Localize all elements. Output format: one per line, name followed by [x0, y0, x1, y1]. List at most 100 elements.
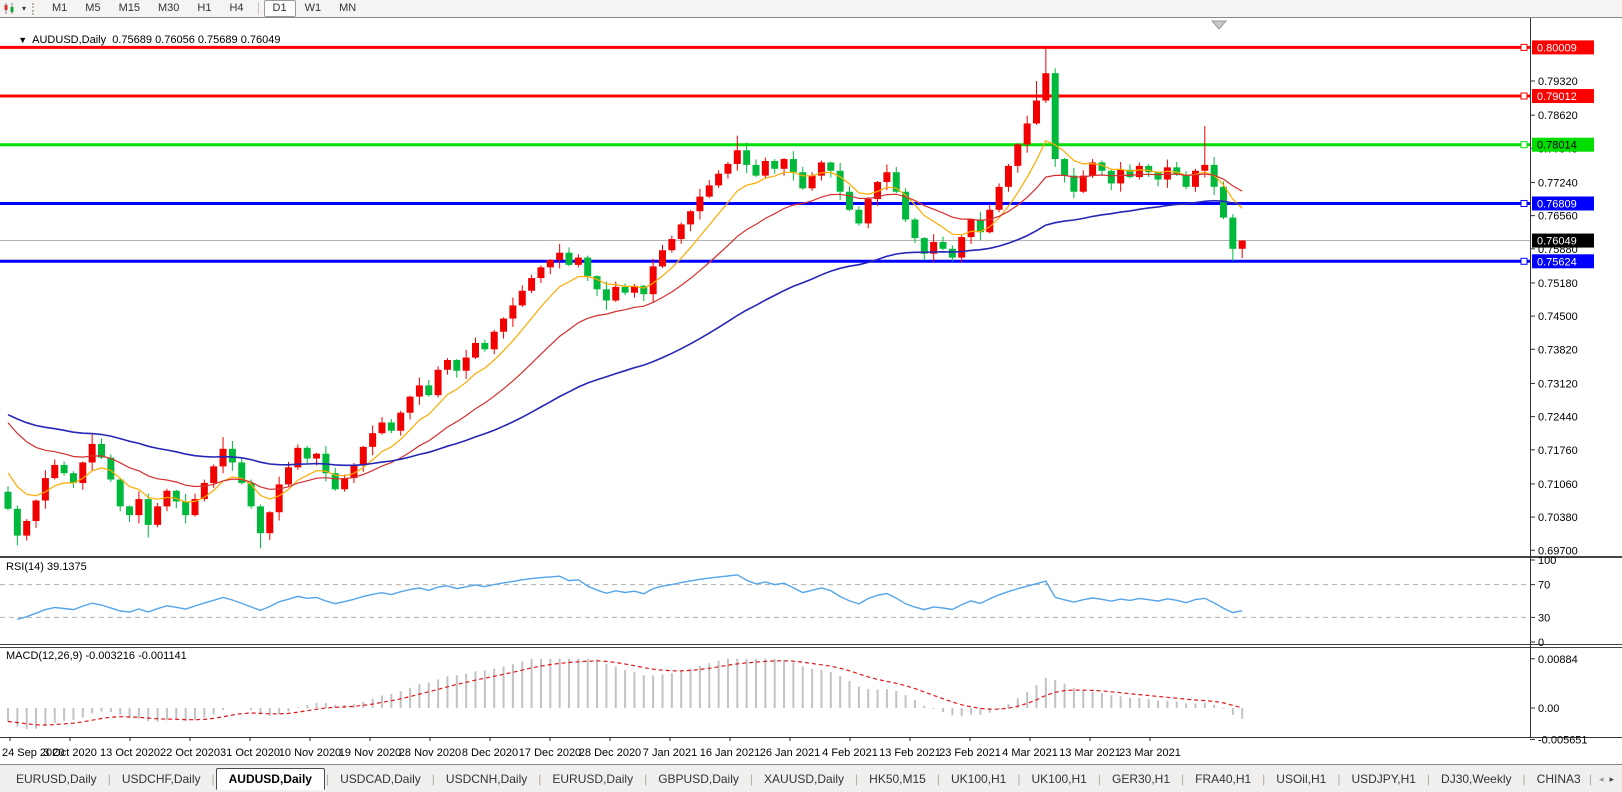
date-tick-label: 24 Sep 2020	[2, 747, 64, 759]
bearish-candle	[892, 172, 900, 192]
chart-tab-GBPUSD-Daily[interactable]: GBPUSD,Daily	[658, 772, 739, 786]
timeframe-button-H4[interactable]: H4	[229, 2, 244, 14]
date-tick-label: 22 Oct 2020	[160, 747, 220, 759]
bullish-candle	[397, 412, 405, 431]
chart-tab-USDJPY-H1[interactable]: USDJPY,H1	[1351, 772, 1416, 786]
tab-separator: |	[325, 772, 330, 786]
bearish-candle	[855, 209, 863, 224]
bullish-candle	[1201, 164, 1209, 171]
bullish-candle	[490, 331, 498, 350]
price-tick-label: 0.71760	[1538, 445, 1578, 457]
bullish-candle	[808, 175, 816, 189]
bearish-candle	[172, 490, 180, 502]
bullish-candle	[1191, 170, 1199, 187]
level-line-handle[interactable]	[1520, 141, 1528, 149]
timeframe-button-MN[interactable]: MN	[339, 2, 357, 14]
chart-tab-XAUUSD-Daily[interactable]: XAUUSD,Daily	[764, 772, 845, 786]
price-badge	[1532, 196, 1594, 211]
price-tick-label: 0.74500	[1538, 311, 1578, 323]
chart-tab-FRA40-H1[interactable]: FRA40,H1	[1195, 772, 1252, 786]
bullish-candle	[1023, 123, 1031, 145]
price-badge	[1532, 254, 1594, 269]
rsi-line	[17, 574, 1243, 620]
timeframe-button-M5[interactable]: M5	[85, 2, 101, 14]
level-line-handle[interactable]	[1520, 257, 1528, 265]
toolbar-divider	[257, 2, 259, 15]
timeframe-button-D1[interactable]: D1	[263, 0, 296, 17]
tab-separator: |	[1262, 772, 1266, 786]
timeframe-button-H1[interactable]: H1	[197, 2, 212, 14]
price-tick-label: 0.79320	[1538, 76, 1578, 88]
tabs-scroll-left-icon[interactable]: ◂	[1598, 773, 1604, 784]
chart-tab-EURUSD-Daily[interactable]: EURUSD,Daily	[552, 772, 634, 786]
chart-tab-AUDUSD-Daily[interactable]: AUDUSD,Daily	[215, 768, 325, 790]
tab-separator: |	[936, 772, 940, 786]
bullish-candle	[1238, 240, 1246, 249]
bullish-candle	[556, 252, 564, 261]
chart-tab-DJ30-Weekly[interactable]: DJ30,Weekly	[1441, 772, 1512, 786]
bearish-candle	[116, 479, 124, 507]
chart-tab-EURUSD-Daily[interactable]: EURUSD,Daily	[16, 772, 97, 786]
tabs-scroll-right-icon[interactable]: ▸	[1609, 773, 1614, 784]
bearish-candle	[1098, 162, 1106, 171]
timeframe-button-M30[interactable]: M30	[157, 2, 180, 14]
bullish-candle	[434, 369, 442, 396]
toolbar-grip[interactable]	[32, 2, 39, 15]
timeframe-button-M1[interactable]: M1	[52, 2, 68, 14]
bearish-candle	[743, 150, 751, 165]
chart-tab-USDCNH-Daily[interactable]: USDCNH,Daily	[445, 772, 528, 786]
bearish-candle	[331, 473, 339, 490]
chart-tab-USDCAD-Daily[interactable]: USDCAD,Daily	[340, 772, 421, 786]
chart-tab-USDCHF-Daily[interactable]: USDCHF,Daily	[121, 772, 201, 786]
chart-tab-CHINA300-H1[interactable]: CHINA300,H1	[1536, 772, 1580, 786]
bullish-candle	[313, 453, 321, 459]
bullish-candle	[649, 266, 657, 295]
price-badge	[1532, 233, 1594, 248]
collapse-arrow-icon[interactable]: ▼	[18, 35, 28, 45]
mid-ma-line	[7, 173, 1243, 490]
tab-separator: |	[1337, 772, 1341, 786]
bullish-candle	[200, 482, 208, 500]
chart-tab-UK100-H1[interactable]: UK100,H1	[1031, 772, 1087, 786]
bearish-candle	[1173, 167, 1181, 175]
rsi-tick-label: 100	[1538, 555, 1556, 567]
bullish-candle	[705, 185, 713, 197]
bullish-candle	[630, 285, 638, 293]
chart-tab-GER30-H1[interactable]: GER30,H1	[1111, 772, 1171, 786]
bearish-candle	[453, 360, 461, 371]
date-tick-label: 26 Jan 2021	[760, 747, 821, 759]
chart-tab-UK100-H1[interactable]: UK100,H1	[950, 772, 1007, 786]
bearish-candle	[4, 491, 12, 509]
bearish-candle	[481, 342, 489, 350]
chart-tab-USOil-H1[interactable]: USOil,H1	[1276, 772, 1327, 786]
level-line-handle[interactable]	[1520, 199, 1528, 207]
bullish-candle	[874, 181, 882, 200]
chart-type-dropdown-icon[interactable]: ▾	[21, 4, 26, 13]
bearish-candle	[1220, 186, 1227, 218]
date-tick-label: 16 Jan 2021	[700, 747, 761, 759]
bearish-candle	[1061, 159, 1069, 176]
chart-title[interactable]: ▼ AUDUSD,Daily 0.75689 0.76056 0.75689 0.…	[6, 22, 280, 58]
timeframe-button-W1[interactable]: W1	[304, 2, 322, 14]
candlestick-chart-icon[interactable]	[0, 1, 18, 16]
tab-separator: |	[1097, 772, 1101, 786]
bearish-candle	[126, 506, 134, 516]
date-tick-label: 23 Feb 2021	[939, 747, 1001, 759]
date-tick-label: 13 Mar 2021	[1059, 747, 1121, 759]
bearish-candle	[902, 191, 910, 220]
chart-shift-marker[interactable]	[1210, 20, 1228, 30]
bearish-candle	[565, 252, 573, 265]
bullish-candle	[509, 305, 517, 319]
level-line-handle[interactable]	[1520, 92, 1528, 100]
bearish-candle	[228, 448, 236, 463]
rsi-tick-label: 30	[1538, 612, 1550, 624]
tab-separator: |	[1426, 772, 1431, 786]
timeframe-button-M15[interactable]: M15	[118, 2, 140, 14]
bullish-candle	[275, 484, 283, 513]
slow-ma-line	[7, 199, 1243, 467]
chart-tab-HK50-M15[interactable]: HK50,M15	[869, 772, 926, 786]
price-tick-label: 0.73120	[1538, 378, 1578, 390]
bullish-candle	[88, 443, 96, 463]
level-line-handle[interactable]	[1520, 43, 1528, 51]
